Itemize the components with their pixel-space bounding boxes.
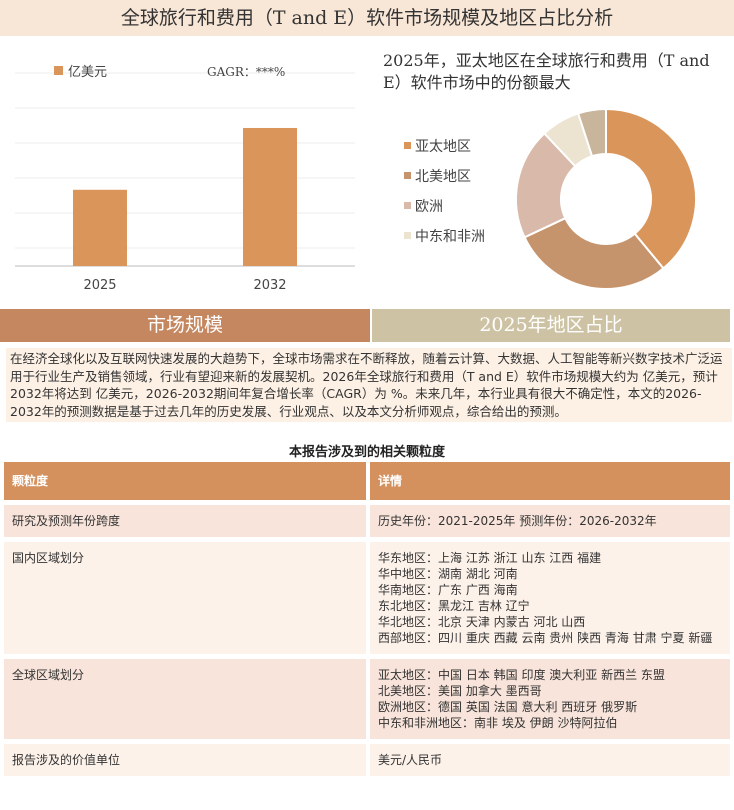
table-header: 颗粒度 详情 <box>4 462 730 500</box>
table-row: 报告涉及的价值单位 美元/人民币 <box>4 744 730 776</box>
cell-line: 华东地区：上海 江苏 浙江 山东 江西 福建 <box>378 551 602 565</box>
cell-line: 华北地区：北京 天津 内蒙古 河北 山西 <box>378 615 586 629</box>
legend-label: 北美地区 <box>415 169 471 185</box>
table-row: 国内区域划分 华东地区：上海 江苏 浙江 山东 江西 福建 华中地区：湖南 湖北 河… <box>4 542 730 654</box>
legend-swatch <box>404 232 411 239</box>
pie-slice <box>523 216 665 290</box>
cell: 亚太地区：中国 日本 韩国 印度 澳大利亚 新西兰 东盟 北美地区：美国 加拿大 … <box>370 659 730 739</box>
charts: 亿美元 GAGR：***% 2025 2032 <box>15 65 697 293</box>
cell-line: 中东和非洲地区：南非 埃及 伊朗 沙特阿拉伯 <box>378 716 618 730</box>
legend-swatch <box>404 202 411 209</box>
legend-swatch <box>404 142 411 149</box>
cell-line: 历史年份：2021-2025年 预测年份：2026-2032年 <box>378 514 657 528</box>
header-cell: 详情 <box>370 462 730 500</box>
cell-line: 欧洲地区：德国 英国 法国 意大利 西班牙 俄罗斯 <box>378 700 638 714</box>
cell-line: 华中地区：湖南 湖北 河南 <box>378 567 518 581</box>
x-tick-label: 2025 <box>83 278 116 293</box>
pie-slice <box>576 107 607 158</box>
cell: 报告涉及的价值单位 <box>4 744 366 776</box>
cell: 历史年份：2021-2025年 预测年份：2026-2032年 <box>370 505 730 537</box>
pie-title: 2025年，亚太地区在全球旅行和费用（T and E）软件市场中的份额最大 <box>383 51 710 92</box>
cell-line: 北美地区：美国 加拿大 墨西哥 <box>378 684 542 698</box>
table: 颗粒度 详情 研究及预测年份跨度 历史年份：2021-2025年 预测年份：202… <box>4 462 730 781</box>
table-row: 全球区域划分 亚太地区：中国 日本 韩国 印度 澳大利亚 新西兰 东盟 北美地区：美… <box>4 659 730 739</box>
table-row: 研究及预测年份跨度 历史年份：2021-2025年 预测年份：2026-2032年 <box>4 505 730 537</box>
cell: 美元/人民币 <box>370 744 730 776</box>
cell-line: 西部地区：四川 重庆 西藏 云南 贵州 陕西 青海 甘肃 宁夏 新疆 <box>378 631 713 645</box>
cell: 研究及预测年份跨度 <box>4 505 366 537</box>
cell: 国内区域划分 <box>4 542 366 654</box>
cell: 华东地区：上海 江苏 浙江 山东 江西 福建 华中地区：湖南 湖北 河南 华南地区：… <box>370 542 730 654</box>
pie-slice <box>605 107 697 270</box>
legend-swatch <box>404 172 411 179</box>
header-cell: 颗粒度 <box>4 462 366 500</box>
table-title: 本报告涉及到的相关颗粒度 <box>288 445 445 460</box>
bar <box>243 127 297 266</box>
legend-swatch <box>54 66 63 75</box>
legend-label: 亿美元 <box>68 65 107 80</box>
x-tick-label: 2032 <box>253 278 286 293</box>
cell-line: 美元/人民币 <box>378 753 443 767</box>
summary: 在经济全球化以及互联网快速发展的大趋势下，全球市场需求在不断释放，随着云计算、大… <box>6 348 732 422</box>
tab[interactable]: 市场规模 <box>0 309 370 342</box>
cell-line: 东北地区：黑龙江 吉林 辽宁 <box>378 599 530 613</box>
cell-line: 华南地区：广东 广西 海南 <box>378 583 518 597</box>
legend-label: 中东和非洲 <box>415 229 485 245</box>
page-title: 全球旅行和费用（T and E）软件市场规模及地区占比分析 <box>0 0 734 36</box>
legend-label: 亚太地区 <box>415 139 471 155</box>
cell-line: 亚太地区：中国 日本 韩国 印度 澳大利亚 新西兰 东盟 <box>378 668 665 682</box>
tab[interactable]: 2025年地区占比 <box>372 309 730 342</box>
annotation: GAGR：***% <box>207 65 285 79</box>
cell: 全球区域划分 <box>4 659 366 739</box>
bar <box>73 189 127 266</box>
legend-label: 欧洲 <box>415 199 443 215</box>
